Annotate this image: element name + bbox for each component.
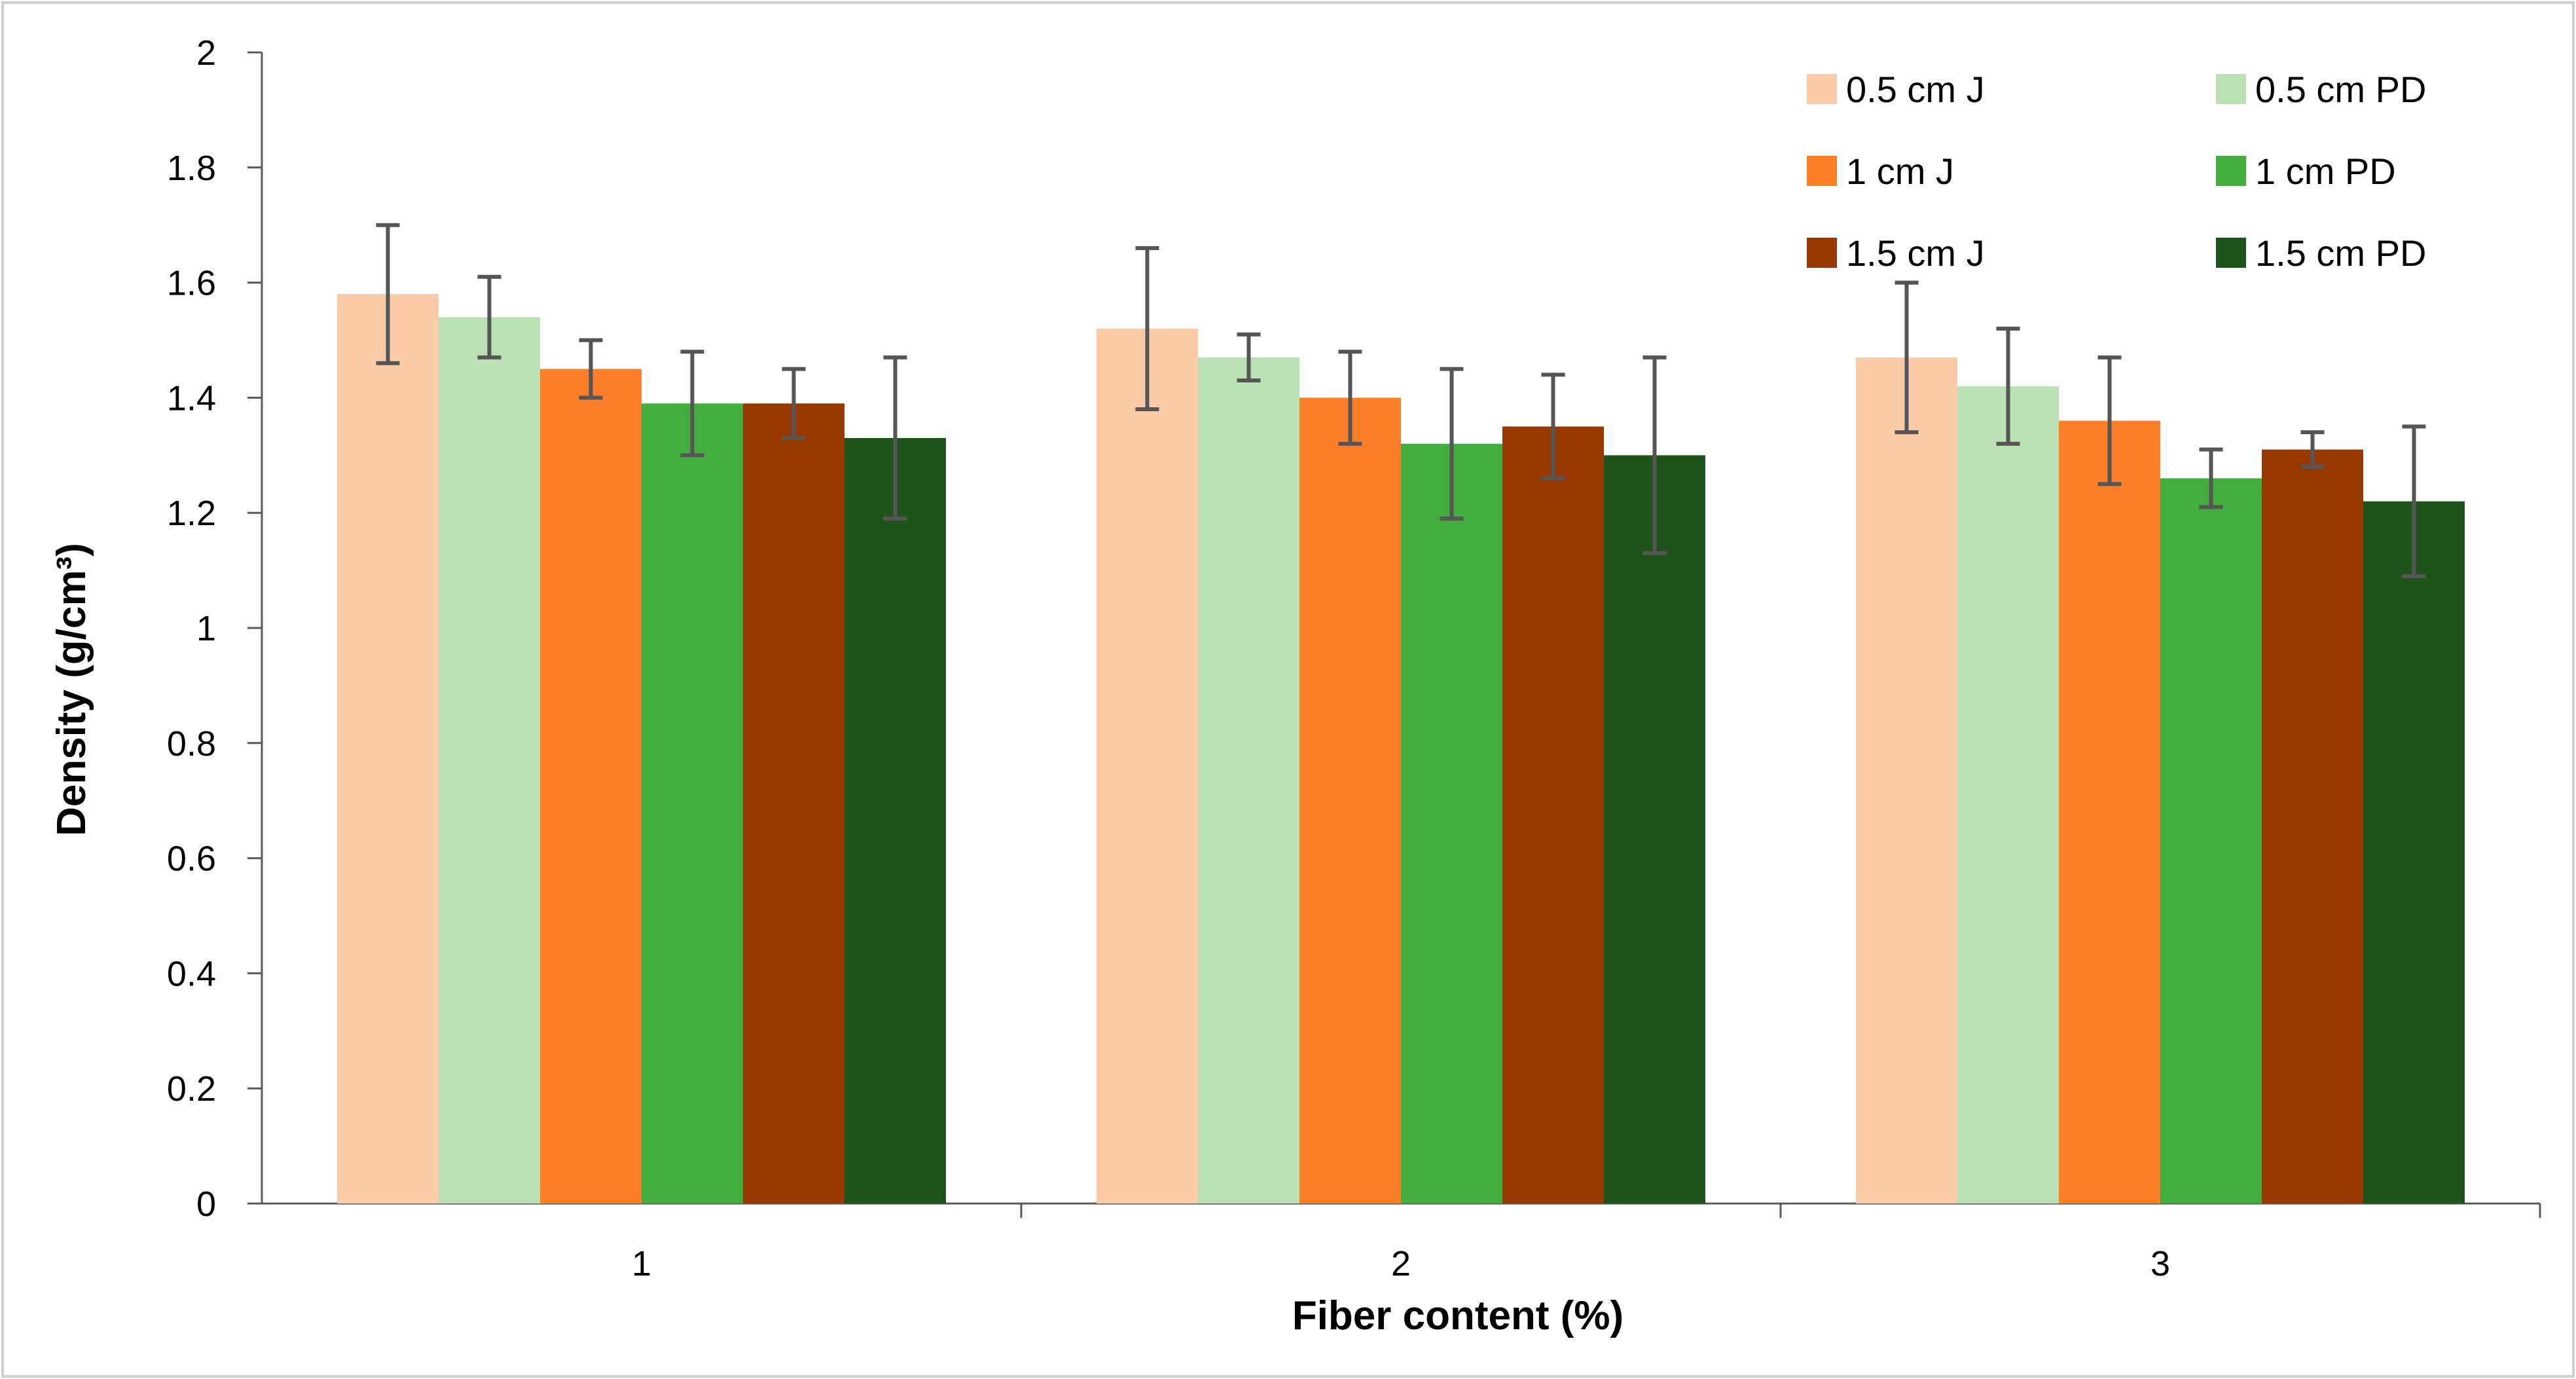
- bar: [1856, 357, 1957, 1204]
- bar: [2160, 478, 2262, 1204]
- legend-label: 0.5 cm PD: [2255, 69, 2426, 110]
- bar: [642, 403, 743, 1204]
- bar: [844, 437, 946, 1204]
- bar: [1299, 397, 1401, 1204]
- legend-swatch: [2216, 156, 2246, 186]
- bar: [743, 403, 844, 1204]
- y-tick-label: 0: [196, 1185, 216, 1224]
- bar: [439, 317, 540, 1204]
- y-tick-label: 0.4: [167, 954, 216, 993]
- y-axis-title: Density (g/cm³): [49, 543, 94, 836]
- x-tick-label: 2: [1391, 1244, 1411, 1283]
- bar: [1502, 426, 1604, 1204]
- bar: [540, 369, 642, 1204]
- y-tick-label: 0.8: [167, 724, 216, 763]
- bar: [2262, 449, 2363, 1204]
- legend-swatch: [1807, 156, 1837, 186]
- bar: [1097, 328, 1198, 1204]
- y-tick-label: 1.6: [167, 264, 216, 303]
- x-tick-label: 1: [632, 1244, 651, 1283]
- y-tick-label: 2: [196, 33, 216, 73]
- legend-label: 1.5 cm J: [1846, 232, 1985, 274]
- bar: [337, 294, 439, 1204]
- bar: [2363, 501, 2465, 1204]
- legend-swatch: [2216, 74, 2246, 104]
- bar: [1604, 455, 1705, 1204]
- legend-label: 1 cm J: [1846, 151, 1954, 192]
- legend-label: 1 cm PD: [2255, 151, 2396, 192]
- y-tick-label: 1: [196, 609, 216, 648]
- x-tick-label: 3: [2150, 1244, 2170, 1283]
- y-tick-label: 0.2: [167, 1069, 216, 1109]
- bar: [1198, 357, 1299, 1204]
- y-tick-label: 0.6: [167, 839, 216, 879]
- legend-swatch: [2216, 238, 2246, 268]
- legend-label: 0.5 cm J: [1846, 69, 1985, 110]
- y-tick-label: 1.4: [167, 378, 216, 418]
- bar: [1957, 386, 2059, 1204]
- legend-swatch: [1807, 74, 1837, 104]
- y-tick-label: 1.8: [167, 149, 216, 188]
- bar: [2059, 420, 2160, 1204]
- legend-label: 1.5 cm PD: [2255, 232, 2426, 274]
- y-tick-label: 1.2: [167, 494, 216, 533]
- bar: [1401, 443, 1502, 1204]
- legend-swatch: [1807, 238, 1837, 268]
- x-axis-title: Fiber content (%): [1292, 1293, 1624, 1338]
